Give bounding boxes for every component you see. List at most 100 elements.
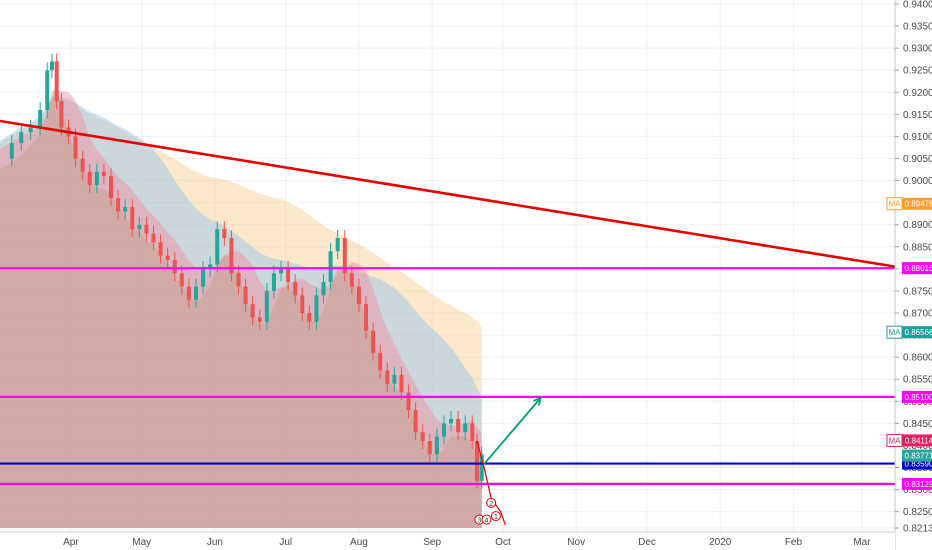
time-tick-label: Jul — [279, 537, 292, 548]
candle-body — [9, 143, 14, 159]
wave-label-marker — [486, 497, 497, 508]
candle-body — [19, 132, 24, 144]
price-tag-box — [902, 449, 932, 462]
wave-label: 2 — [489, 501, 493, 508]
projection-up-arrowhead — [533, 396, 543, 406]
candle-body — [314, 295, 319, 322]
time-tick-label: Feb — [785, 537, 803, 548]
price-area — [0, 88, 482, 528]
candle-body — [286, 268, 291, 283]
price-tag-value: 0.86566 — [905, 328, 932, 337]
price-tag-label: MA — [889, 436, 902, 445]
candle-body — [475, 441, 480, 481]
price-tag-value: 0.83771 — [905, 452, 932, 461]
candle-body — [130, 207, 135, 230]
candle-body — [215, 229, 220, 265]
candle-body — [399, 374, 404, 393]
time-axis-background — [0, 532, 895, 550]
candle-body — [271, 273, 276, 291]
candle-body — [73, 136, 78, 159]
candle-body — [137, 224, 142, 230]
projection-up-arrow — [483, 397, 542, 465]
candle-body — [38, 109, 43, 128]
wave-label-marker — [490, 511, 501, 522]
moving-average-areas — [0, 88, 482, 529]
candle-body — [186, 286, 191, 300]
price-tag-label: MA — [889, 328, 902, 337]
candle-body — [94, 171, 99, 185]
candle-body — [49, 61, 54, 71]
price-tag-value: 0.89476 — [905, 200, 932, 209]
time-tick-label: Dec — [638, 537, 656, 548]
price-tag-box — [902, 390, 932, 403]
candle-body — [108, 176, 113, 199]
candle-body — [449, 418, 454, 424]
time-tick-label: Mar — [853, 537, 871, 548]
candle-body — [356, 286, 361, 305]
time-tick-label: Aug — [350, 537, 368, 548]
price-tag-value: 0.83590 — [905, 460, 932, 469]
candle-body — [201, 268, 206, 287]
candle-body — [456, 418, 461, 433]
candle-body — [123, 207, 128, 212]
time-tick-label: Apr — [63, 537, 79, 548]
candle-body — [420, 432, 425, 442]
candle-body — [293, 282, 298, 296]
candle-body — [222, 229, 227, 238]
price-tag-box — [902, 262, 932, 275]
candle-body — [54, 61, 59, 102]
candle-body — [172, 260, 177, 274]
candle-body — [80, 158, 85, 172]
candle-body — [364, 304, 369, 331]
candle-body — [342, 237, 347, 274]
price-tag-box — [902, 477, 932, 490]
candle-body — [28, 127, 33, 133]
time-tick-label: Oct — [495, 537, 511, 548]
candle-body — [392, 374, 397, 384]
candle-body — [385, 370, 390, 384]
time-tick-label: Nov — [567, 537, 585, 548]
candle-body — [321, 282, 326, 296]
price-tag-box — [902, 326, 932, 339]
time-tick-label: 2020 — [709, 537, 732, 548]
candle-body — [335, 237, 340, 252]
candle-body — [413, 410, 418, 433]
price-tag-box — [902, 434, 932, 447]
candle-body — [59, 101, 64, 128]
candle-body — [427, 441, 432, 455]
candle-body — [349, 273, 354, 287]
candle-body — [463, 423, 468, 433]
price-tag-value: 0.84114 — [905, 436, 932, 445]
candle-body — [300, 295, 305, 314]
candle-body — [378, 352, 383, 371]
wave-label: 4 — [485, 518, 489, 525]
candle-body — [179, 273, 184, 287]
wave-label: 1 — [494, 514, 498, 521]
candle-body — [144, 224, 149, 234]
candle-body — [194, 286, 199, 300]
candle-body — [434, 436, 439, 455]
candle-body — [208, 264, 213, 269]
candle-body — [229, 237, 234, 274]
candle-body — [441, 423, 446, 437]
candle-body — [243, 286, 248, 305]
candle-body — [371, 330, 376, 353]
candle-body — [406, 392, 411, 411]
candle-body — [279, 268, 284, 274]
candle-body — [158, 242, 163, 256]
candle-body — [116, 198, 121, 212]
